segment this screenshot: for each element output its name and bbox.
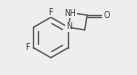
- Text: N: N: [66, 22, 72, 32]
- Text: F: F: [49, 8, 53, 17]
- Text: F: F: [25, 43, 30, 52]
- Text: NH: NH: [65, 9, 76, 18]
- Text: O: O: [103, 11, 110, 20]
